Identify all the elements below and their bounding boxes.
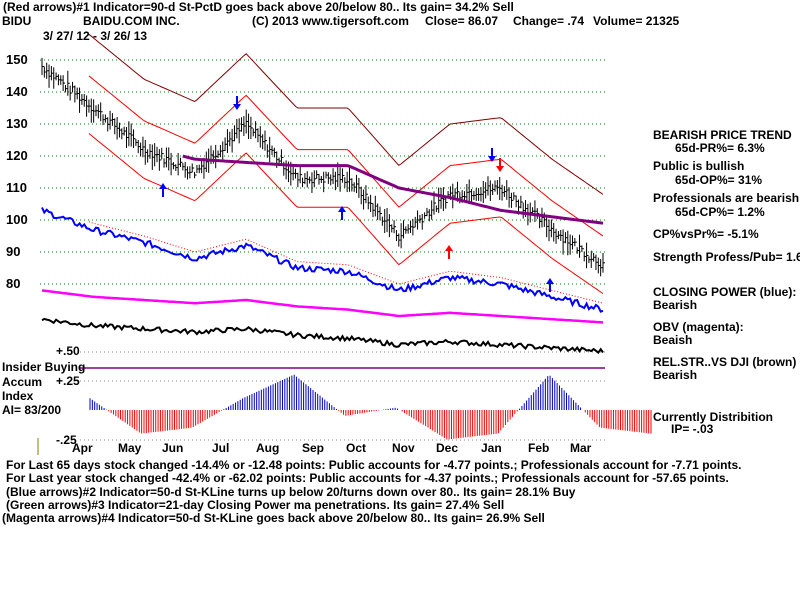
date-range: 3/ 27/ 12 - 3/ 26/ 13	[43, 29, 148, 43]
y-tick-label: 90	[6, 244, 21, 259]
y-tick-label: 130	[6, 116, 28, 131]
footer-line-65days: For Last 65 days stock changed -14.4% or…	[6, 458, 742, 472]
distribution-label: Currently Distribition	[653, 410, 774, 424]
relstr-label: REL.STR..VS DJI (brown)	[653, 355, 797, 369]
index-label: Index	[2, 389, 34, 403]
x-tick-month: Mar	[570, 441, 592, 455]
y-tick-label: 140	[6, 84, 28, 99]
x-tick-month: Dec	[436, 441, 459, 455]
y-tick-label: 110	[6, 180, 27, 195]
footer-line-magenta-arrows: (Magenta arrows)#4 Indicator=50-d St-KLi…	[2, 511, 545, 525]
y-tick-label: 80	[6, 276, 21, 291]
volume-value: Volume= 21325	[593, 14, 680, 28]
accum-tick-neg025: -.25	[56, 433, 77, 447]
ai-value: AI= 83/200	[2, 403, 62, 417]
cpvspr-value: CP%vsPr%= -5.1%	[653, 227, 759, 241]
obv-value: Beaish	[653, 333, 693, 347]
strength-value: Strength Profess/Pub= 1.6	[653, 250, 800, 264]
footer-line-year: For Last year stock changed -42.4% or -6…	[6, 471, 729, 485]
x-tick-month: Jan	[481, 441, 502, 455]
company-name: BAIDU.COM INC.	[83, 14, 180, 28]
ip-value: IP= -.03	[671, 422, 714, 436]
x-tick-month: Jun	[162, 441, 184, 455]
closing-power-label: CLOSING POWER (blue):	[653, 285, 797, 299]
x-tick-month: Aug	[256, 441, 280, 455]
accum-tick-050: +.50	[56, 344, 80, 358]
closing-power-value: Bearish	[653, 298, 698, 312]
copyright: (C) 2013 www.tigersoft.com	[252, 14, 409, 28]
x-tick-month: Apr	[72, 441, 93, 455]
obv-label: OBV (magenta):	[653, 320, 744, 334]
accum-tick-025: +.25	[56, 374, 80, 388]
y-tick-label: 120	[6, 148, 28, 163]
close-value: Close= 86.07	[425, 14, 499, 28]
indicator-1-text: (Red arrows)#1 Indicator=90-d St-PctD go…	[3, 0, 514, 14]
insider-buying-label: Insider Buying	[2, 360, 86, 374]
x-tick-month: Nov	[392, 441, 415, 455]
cp-value: 65d-CP%= 1.2%	[675, 205, 765, 219]
price-chart	[37, 33, 652, 455]
ticker: BIDU	[2, 14, 32, 28]
trend-title: BEARISH PRICE TREND	[653, 128, 792, 142]
x-tick-month: Feb	[528, 441, 550, 455]
footer-line-blue-arrows: (Blue arrows)#2 Indicator=50-d St-KLine …	[6, 485, 576, 499]
footer-line-green-arrows: (Green arrows)#3 Indicator=21-day Closin…	[6, 498, 505, 512]
public-title: Public is bullish	[653, 159, 745, 173]
relstr-value: Bearish	[653, 368, 698, 382]
y-tick-label: 100	[6, 212, 28, 227]
accum-label: Accum	[2, 375, 43, 389]
x-tick-month: Sep	[302, 441, 325, 455]
x-tick-month: Oct	[346, 441, 367, 455]
pr-value: 65d-PR%= 6.3%	[675, 141, 765, 155]
x-tick-month: May	[118, 441, 142, 455]
y-tick-label: 150	[6, 52, 28, 67]
op-value: 65d-OP%= 31%	[675, 173, 763, 187]
x-tick-month: Jul	[212, 441, 230, 455]
change-value: Change= .74	[513, 14, 585, 28]
pro-title: Professionals are bearish	[653, 191, 800, 205]
